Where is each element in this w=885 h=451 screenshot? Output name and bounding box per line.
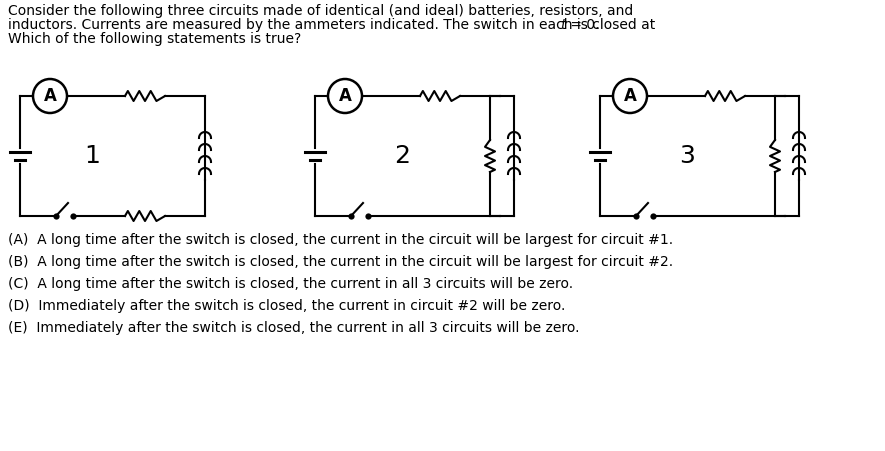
Text: (B)  A long time after the switch is closed, the current in the circuit will be : (B) A long time after the switch is clos…	[8, 255, 673, 269]
Text: Consider the following three circuits made of identical (and ideal) batteries, r: Consider the following three circuits ma…	[8, 4, 634, 18]
Text: (C)  A long time after the switch is closed, the current in all 3 circuits will : (C) A long time after the switch is clos…	[8, 277, 573, 291]
Circle shape	[33, 79, 67, 113]
Text: inductors. Currents are measured by the ammeters indicated. The switch in each i: inductors. Currents are measured by the …	[8, 18, 659, 32]
Text: Which of the following statements is true?: Which of the following statements is tru…	[8, 32, 301, 46]
Text: (A)  A long time after the switch is closed, the current in the circuit will be : (A) A long time after the switch is clos…	[8, 233, 673, 247]
Text: (E)  Immediately after the switch is closed, the current in all 3 circuits will : (E) Immediately after the switch is clos…	[8, 321, 580, 335]
Text: A: A	[43, 87, 57, 105]
Text: 1: 1	[85, 144, 100, 168]
Text: A: A	[339, 87, 351, 105]
Circle shape	[613, 79, 647, 113]
Circle shape	[328, 79, 362, 113]
Text: t: t	[560, 18, 566, 32]
Text: 2: 2	[395, 144, 411, 168]
Text: = 0.: = 0.	[566, 18, 599, 32]
Text: A: A	[624, 87, 636, 105]
Text: (D)  Immediately after the switch is closed, the current in circuit #2 will be z: (D) Immediately after the switch is clos…	[8, 299, 566, 313]
Text: 3: 3	[680, 144, 696, 168]
